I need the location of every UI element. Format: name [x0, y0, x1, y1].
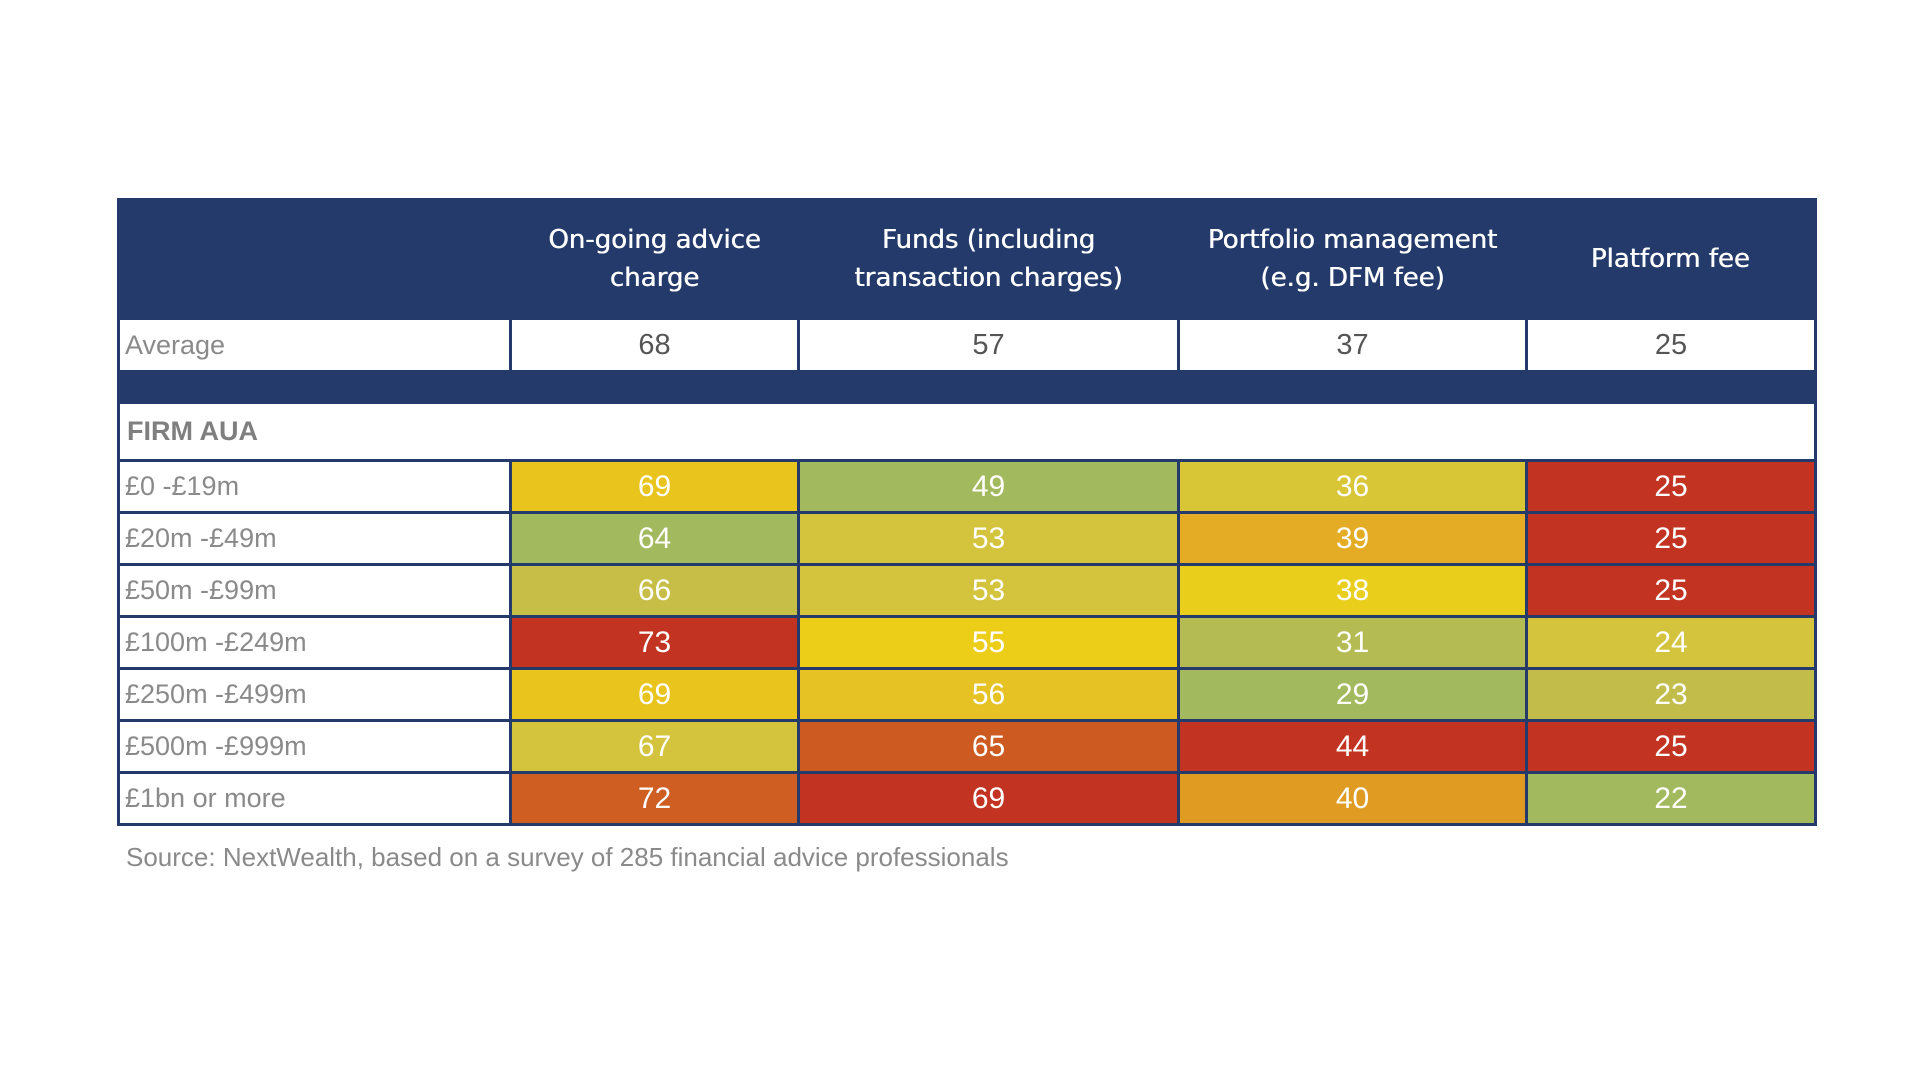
column-header: Funds (including transaction charges): [798, 199, 1179, 319]
heat-cell: 25: [1525, 719, 1817, 774]
column-header: On-going advice charge: [510, 199, 799, 319]
header-row: On-going advice charge Funds (including …: [118, 199, 1816, 319]
row-label: £1bn or more: [117, 771, 512, 826]
heat-cell: 25: [1525, 563, 1817, 618]
header-corner: [118, 199, 511, 319]
average-value: 68: [509, 317, 800, 373]
row-label: £50m -£99m: [117, 563, 512, 618]
row-label: £250m -£499m: [117, 667, 512, 722]
heat-cell: 40: [1177, 771, 1528, 826]
table-row: £250m -£499m 69 56 29 23: [117, 667, 1817, 722]
heat-cell: 24: [1525, 615, 1817, 670]
average-label: Average: [117, 317, 512, 373]
heat-cell: 25: [1525, 459, 1817, 514]
heat-cell: 65: [797, 719, 1180, 774]
average-value: 57: [797, 317, 1180, 373]
row-label: £20m -£49m: [117, 511, 512, 566]
section-row: FIRM AUA: [117, 401, 1817, 462]
table-row: £1bn or more 72 69 40 22: [117, 771, 1817, 826]
heat-cell: 49: [797, 459, 1180, 514]
heat-cell: 36: [1177, 459, 1528, 514]
heat-cell: 69: [509, 459, 800, 514]
table-row: £100m -£249m 73 55 31 24: [117, 615, 1817, 670]
average-row: Average 68 57 37 25: [117, 317, 1817, 373]
heat-cell: 22: [1525, 771, 1817, 826]
row-label: £0 -£19m: [117, 459, 512, 514]
table-row: £0 -£19m 69 49 36 25: [117, 459, 1817, 514]
table-row: £50m -£99m 66 53 38 25: [117, 563, 1817, 618]
column-header: Platform fee: [1526, 199, 1816, 319]
heat-cell: 53: [797, 511, 1180, 566]
heat-cell: 72: [509, 771, 800, 826]
row-label: £100m -£249m: [117, 615, 512, 670]
spacer-bar: [117, 370, 1817, 404]
heat-cell: 69: [797, 771, 1180, 826]
heat-cell: 38: [1177, 563, 1528, 618]
average-value: 25: [1525, 317, 1817, 373]
heat-cell: 31: [1177, 615, 1528, 670]
heat-cell: 29: [1177, 667, 1528, 722]
heat-cell: 64: [509, 511, 800, 566]
spacer-row: [117, 370, 1817, 404]
heat-cell: 39: [1177, 511, 1528, 566]
heat-cell: 25: [1525, 511, 1817, 566]
heat-cell: 67: [509, 719, 800, 774]
heatmap-table-container: On-going advice charge Funds (including …: [117, 198, 1817, 826]
heat-cell: 69: [509, 667, 800, 722]
heat-cell: 55: [797, 615, 1180, 670]
table-row: £500m -£999m 67 65 44 25: [117, 719, 1817, 774]
heat-cell: 53: [797, 563, 1180, 618]
heat-cell: 44: [1177, 719, 1528, 774]
section-label: FIRM AUA: [117, 401, 1817, 462]
table-row: £20m -£49m 64 53 39 25: [117, 511, 1817, 566]
average-value: 37: [1177, 317, 1528, 373]
column-header: Portfolio management (e.g. DFM fee): [1178, 199, 1527, 319]
heat-cell: 73: [509, 615, 800, 670]
heat-cell: 23: [1525, 667, 1817, 722]
row-label: £500m -£999m: [117, 719, 512, 774]
heat-cell: 66: [509, 563, 800, 618]
data-rows: £0 -£19m 69 49 36 25 £20m -£49m 64 53 39 25 £50m -…: [117, 459, 1817, 826]
source-note: Source: NextWealth, based on a survey of…: [126, 842, 1009, 872]
heatmap-table: On-going advice charge Funds (including …: [117, 198, 1817, 826]
heat-cell: 56: [797, 667, 1180, 722]
